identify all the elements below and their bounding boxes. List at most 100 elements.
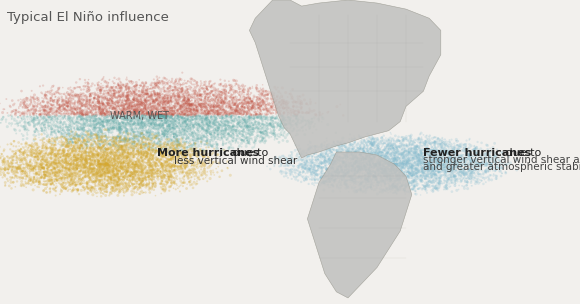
Point (322, 168, 331, 173)
Point (184, 114, 194, 119)
Point (22, 96, 31, 101)
Point (53, 151, 63, 156)
Point (136, 103, 145, 108)
Point (19, 182, 28, 187)
Point (192, 105, 201, 110)
Point (224, 145, 234, 150)
Point (458, 183, 467, 188)
Point (377, 171, 386, 175)
Point (415, 157, 424, 162)
Point (77, 116, 86, 120)
Point (61, 122, 70, 127)
Point (201, 89, 210, 94)
Point (104, 174, 113, 179)
Point (94, 135, 103, 140)
Point (147, 93, 157, 98)
Point (492, 173, 501, 178)
Point (212, 115, 221, 120)
Point (347, 167, 357, 171)
Point (148, 153, 158, 157)
Point (220, 88, 230, 93)
Point (93, 121, 103, 126)
Point (125, 121, 134, 126)
Point (56, 117, 65, 122)
Point (89, 167, 99, 172)
Point (324, 169, 333, 174)
Point (356, 148, 365, 153)
Point (327, 165, 336, 170)
Point (194, 123, 204, 127)
Point (99, 118, 108, 123)
Point (389, 190, 398, 195)
Point (354, 161, 364, 166)
Point (166, 175, 176, 180)
Point (383, 162, 392, 167)
Point (95, 102, 104, 106)
Point (70, 136, 79, 141)
Point (160, 150, 169, 155)
Point (233, 103, 242, 108)
Point (357, 188, 367, 193)
Point (231, 108, 240, 113)
Point (154, 113, 164, 118)
Point (389, 153, 398, 158)
Point (212, 119, 221, 124)
Point (412, 147, 421, 152)
Point (496, 158, 505, 163)
Point (431, 153, 440, 158)
Point (57, 159, 67, 164)
Point (459, 172, 469, 177)
Point (137, 113, 147, 118)
Point (161, 176, 171, 181)
Point (383, 159, 392, 164)
Point (193, 123, 202, 127)
Point (160, 168, 169, 172)
Point (177, 89, 187, 94)
Point (159, 152, 168, 157)
Point (161, 106, 171, 111)
Point (223, 105, 233, 110)
Point (208, 114, 218, 119)
Point (148, 170, 157, 174)
Point (173, 164, 182, 169)
Point (215, 116, 224, 120)
Point (366, 159, 375, 164)
Point (191, 107, 201, 112)
Point (95, 99, 104, 104)
Point (234, 91, 244, 96)
Point (115, 92, 124, 97)
Point (216, 130, 226, 135)
Point (156, 161, 165, 166)
Point (416, 150, 425, 155)
Point (227, 126, 237, 130)
Point (443, 169, 452, 174)
Point (129, 85, 139, 89)
Point (114, 143, 123, 148)
Point (102, 162, 111, 167)
Point (196, 97, 205, 102)
Point (103, 121, 112, 126)
Point (52, 177, 61, 182)
Point (164, 119, 173, 124)
Point (182, 117, 191, 122)
Point (471, 156, 480, 161)
Point (369, 140, 379, 144)
Point (189, 126, 198, 131)
Point (88, 106, 97, 111)
Point (343, 148, 352, 153)
Point (146, 132, 155, 137)
Point (407, 179, 416, 184)
Point (60, 148, 70, 153)
Point (110, 183, 119, 188)
Point (409, 145, 418, 150)
Point (64, 117, 74, 122)
Point (126, 163, 135, 168)
Point (166, 165, 176, 170)
Point (450, 165, 459, 170)
Point (43, 177, 52, 182)
Point (454, 153, 463, 158)
Point (353, 143, 362, 148)
Point (27, 177, 36, 182)
Point (158, 122, 167, 127)
Point (306, 99, 315, 104)
